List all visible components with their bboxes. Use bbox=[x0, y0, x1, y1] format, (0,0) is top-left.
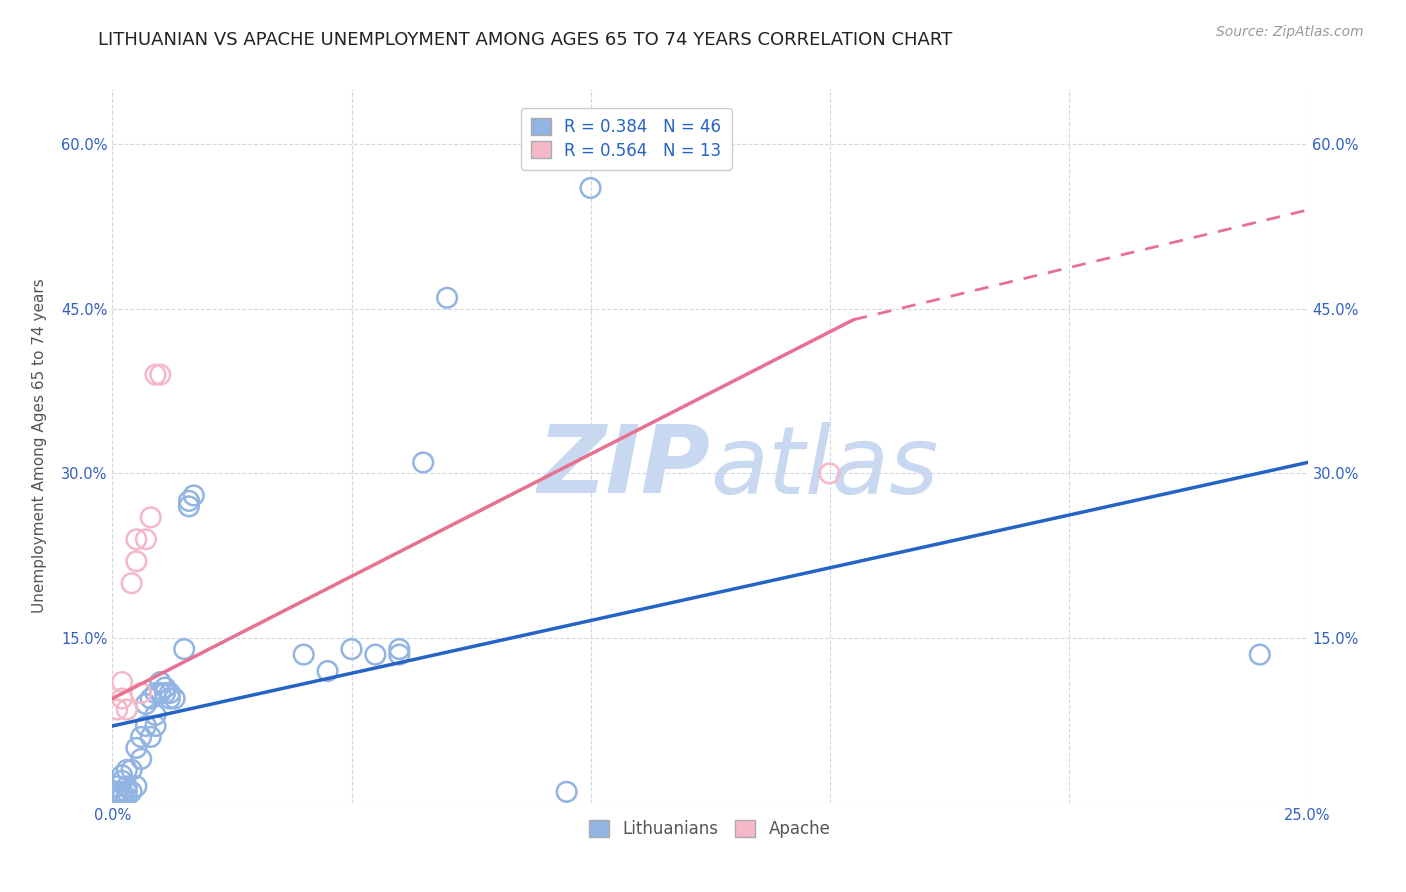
Point bbox=[163, 691, 186, 706]
Point bbox=[579, 181, 602, 195]
Point bbox=[388, 642, 411, 657]
Point bbox=[115, 780, 138, 794]
Point bbox=[121, 576, 143, 591]
Point bbox=[145, 708, 167, 723]
Point bbox=[388, 648, 411, 662]
Point bbox=[139, 510, 162, 524]
Point bbox=[129, 730, 152, 744]
Point bbox=[129, 686, 152, 700]
Point bbox=[145, 368, 167, 382]
Point bbox=[818, 467, 841, 481]
Point bbox=[135, 697, 157, 711]
Point bbox=[129, 752, 152, 766]
Point bbox=[111, 773, 134, 788]
Point bbox=[159, 691, 181, 706]
Point bbox=[149, 675, 172, 690]
Point bbox=[292, 648, 315, 662]
Point bbox=[125, 533, 148, 547]
Point bbox=[125, 740, 148, 755]
Point bbox=[412, 455, 434, 469]
Point bbox=[173, 642, 195, 657]
Point bbox=[149, 368, 172, 382]
Text: ZIP: ZIP bbox=[537, 421, 710, 514]
Point bbox=[555, 785, 578, 799]
Point bbox=[177, 500, 200, 514]
Point bbox=[105, 780, 128, 794]
Text: Source: ZipAtlas.com: Source: ZipAtlas.com bbox=[1216, 25, 1364, 39]
Point bbox=[115, 763, 138, 777]
Point bbox=[111, 675, 134, 690]
Point bbox=[135, 533, 157, 547]
Point bbox=[125, 780, 148, 794]
Point bbox=[145, 719, 167, 733]
Point bbox=[159, 686, 181, 700]
Point bbox=[111, 785, 134, 799]
Point bbox=[111, 768, 134, 782]
Point bbox=[121, 785, 143, 799]
Point bbox=[340, 642, 363, 657]
Point bbox=[316, 664, 339, 678]
Point bbox=[153, 686, 176, 700]
Point bbox=[115, 702, 138, 716]
Y-axis label: Unemployment Among Ages 65 to 74 years: Unemployment Among Ages 65 to 74 years bbox=[32, 278, 48, 614]
Point bbox=[105, 790, 128, 805]
Point bbox=[149, 686, 172, 700]
Point bbox=[139, 730, 162, 744]
Point bbox=[111, 790, 134, 805]
Point bbox=[364, 648, 387, 662]
Point bbox=[183, 488, 205, 502]
Text: LITHUANIAN VS APACHE UNEMPLOYMENT AMONG AGES 65 TO 74 YEARS CORRELATION CHART: LITHUANIAN VS APACHE UNEMPLOYMENT AMONG … bbox=[98, 31, 953, 49]
Point bbox=[105, 702, 128, 716]
Point bbox=[105, 785, 128, 799]
Point bbox=[153, 681, 176, 695]
Point bbox=[125, 554, 148, 568]
Point bbox=[115, 785, 138, 799]
Point bbox=[145, 686, 167, 700]
Text: atlas: atlas bbox=[710, 422, 938, 513]
Point bbox=[139, 691, 162, 706]
Point bbox=[111, 691, 134, 706]
Point bbox=[115, 790, 138, 805]
Legend: Lithuanians, Apache: Lithuanians, Apache bbox=[582, 813, 838, 845]
Point bbox=[135, 719, 157, 733]
Point bbox=[121, 763, 143, 777]
Point bbox=[177, 494, 200, 508]
Point bbox=[436, 291, 458, 305]
Point bbox=[1249, 648, 1271, 662]
